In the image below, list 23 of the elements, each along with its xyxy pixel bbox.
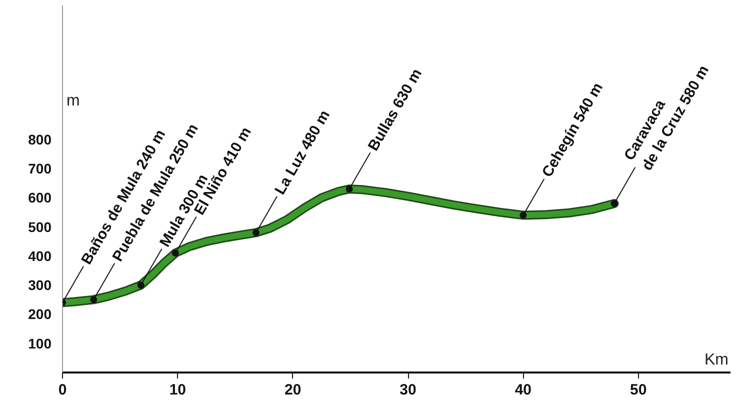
x-tick-label: 30 xyxy=(400,382,416,398)
y-tick-label: 200 xyxy=(28,306,52,322)
x-tick-label: 10 xyxy=(169,382,186,398)
x-tick-label: 40 xyxy=(514,382,532,398)
point xyxy=(346,186,353,192)
x-axis-title: Km xyxy=(704,352,728,368)
x-tick-label: 0 xyxy=(58,382,67,398)
y-tick-label: 400 xyxy=(28,248,52,264)
y-tick-label: 700 xyxy=(28,160,52,177)
y-tick-label: 100 xyxy=(28,335,52,352)
x-tick-label: 50 xyxy=(630,382,647,398)
point xyxy=(252,229,260,236)
y-tick-label: 800 xyxy=(28,131,52,148)
point xyxy=(610,200,618,208)
point xyxy=(520,212,527,219)
x-tick-label: 20 xyxy=(284,382,302,398)
annotation: La Luz 480 m xyxy=(272,107,334,198)
point xyxy=(90,296,98,304)
point xyxy=(172,250,179,257)
y-tick-label: 600 xyxy=(28,190,52,206)
y-axis-title: m xyxy=(66,92,80,110)
y-tick-label: 300 xyxy=(28,277,52,294)
y-tick-label: 500 xyxy=(28,218,52,235)
